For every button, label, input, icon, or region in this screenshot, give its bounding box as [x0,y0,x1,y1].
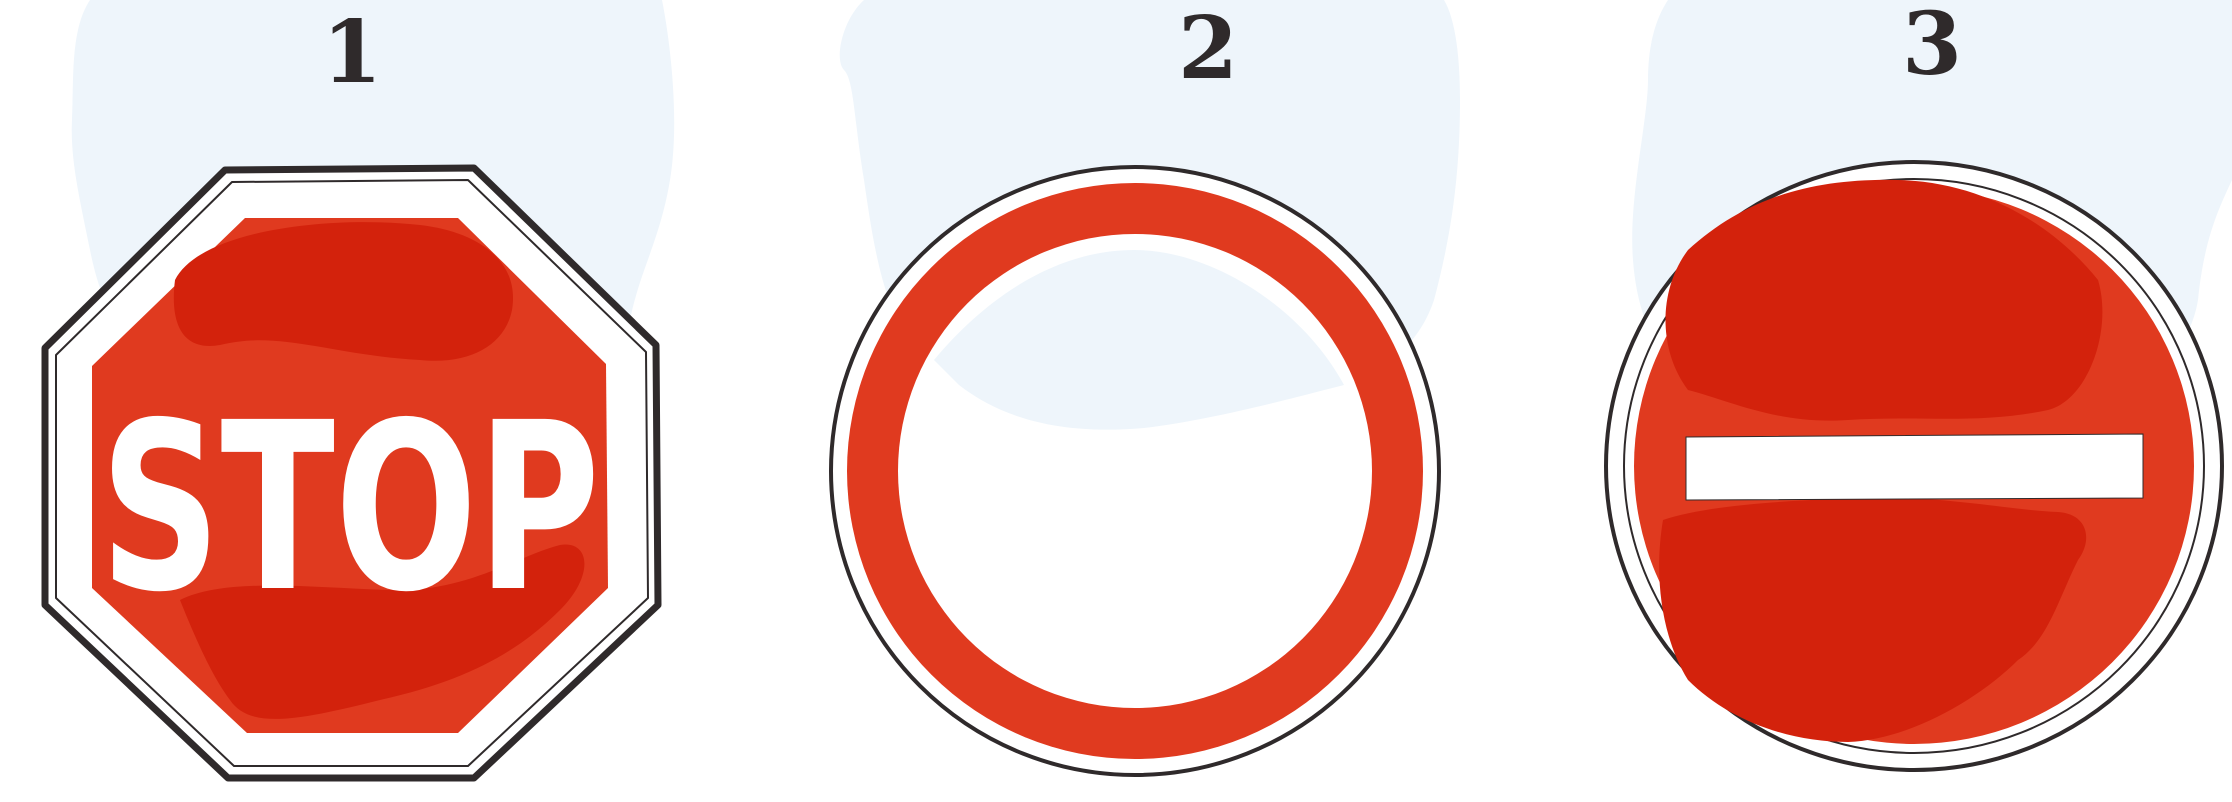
panel-stop-sign: 1 STOP [0,0,744,802]
sign-number: 1 [322,2,382,103]
sign-number: 2 [1178,0,1238,99]
no-entry-sign-icon [1604,160,2224,772]
sign-number: 3 [1902,0,1962,95]
stop-sign-icon: STOP [41,164,662,782]
panel-no-entry-sign: 3 [1488,0,2232,802]
panel-no-vehicles-sign: 2 [744,0,1488,802]
no-vehicles-sign-icon [829,165,1441,777]
stop-text: STOP [100,373,600,643]
